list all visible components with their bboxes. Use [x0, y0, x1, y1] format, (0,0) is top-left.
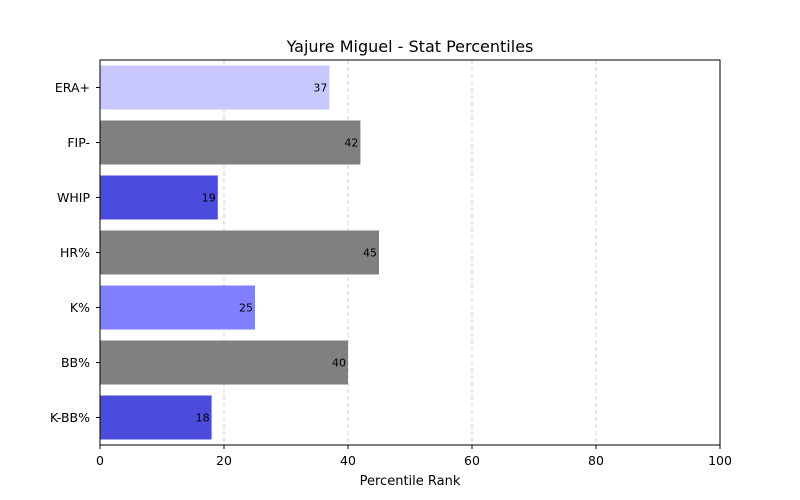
bar-data-label: 19: [202, 192, 216, 205]
y-tick-label: HR%: [60, 245, 90, 260]
bar-data-label: 37: [313, 82, 327, 95]
bar-data-label: 25: [239, 302, 253, 315]
y-tick-label: FIP-: [67, 135, 90, 150]
bar: [100, 395, 212, 440]
bar: [100, 120, 361, 165]
y-tick-label: BB%: [61, 355, 90, 370]
x-tick-label: 100: [708, 453, 732, 468]
x-tick-label: 80: [588, 453, 604, 468]
y-tick-label: K-BB%: [50, 410, 90, 425]
y-tick-label: WHIP: [57, 190, 90, 205]
bar-data-label: 40: [332, 357, 346, 370]
bar: [100, 175, 218, 220]
y-tick-label: ERA+: [55, 80, 90, 95]
chart-title: Yajure Miguel - Stat Percentiles: [286, 37, 534, 56]
bar: [100, 65, 330, 110]
bar: [100, 230, 379, 275]
axis-layer: 0 20 40 60 80 100 ERA+ FIP- WHIP HR% K% BB% K-BB%: [50, 80, 732, 468]
x-tick-label: 0: [96, 453, 104, 468]
bar-data-label: 42: [344, 137, 358, 150]
bar: [100, 340, 348, 385]
y-tick-label: K%: [70, 300, 90, 315]
x-tick-label: 60: [464, 453, 480, 468]
x-tick-label: 20: [216, 453, 232, 468]
bar-data-label: 18: [196, 412, 210, 425]
x-tick-label: 40: [340, 453, 356, 468]
x-axis-label: Percentile Rank: [360, 474, 461, 489]
bar-layer: 37 42 19 45 25 40 18: [100, 65, 379, 440]
bar-data-label: 45: [363, 247, 377, 260]
bar: [100, 285, 255, 330]
